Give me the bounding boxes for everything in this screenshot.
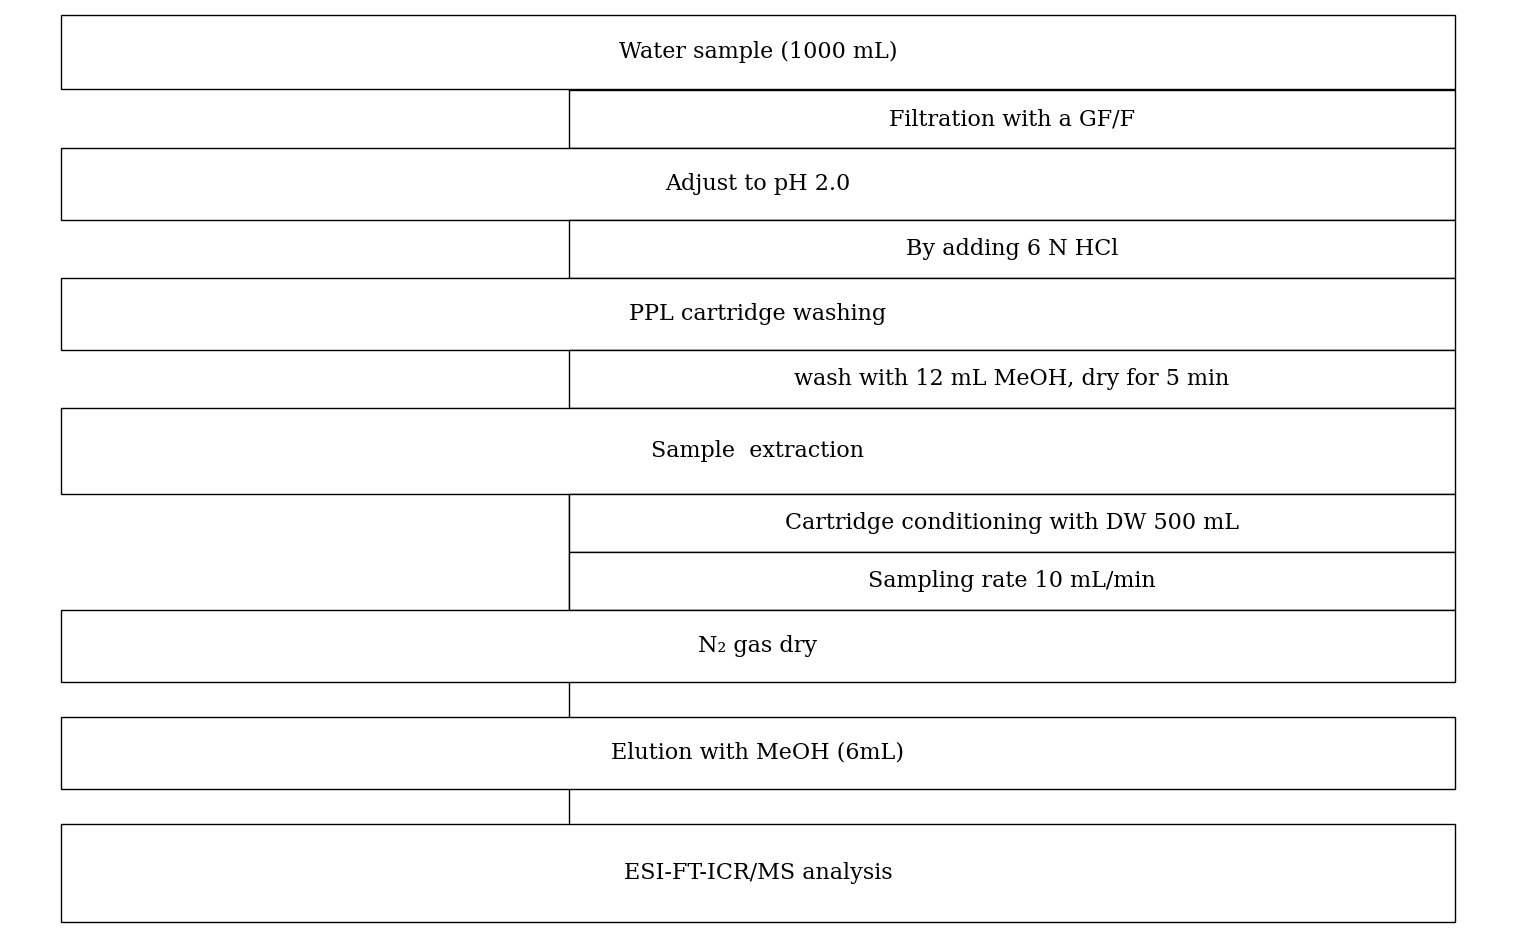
Text: By adding 6 N HCl: By adding 6 N HCl	[905, 238, 1119, 260]
Bar	[568, 552, 1455, 610]
Text: Water sample (1000 mL): Water sample (1000 mL)	[619, 41, 897, 63]
Text: Filtration with a GF/F: Filtration with a GF/F	[888, 108, 1135, 130]
Bar	[568, 220, 1455, 278]
Text: Elution with MeOH (6mL): Elution with MeOH (6mL)	[611, 742, 905, 764]
Bar	[61, 15, 1455, 89]
Text: wash with 12 mL MeOH, dry for 5 min: wash with 12 mL MeOH, dry for 5 min	[794, 368, 1229, 390]
Text: PPL cartridge washing: PPL cartridge washing	[629, 303, 887, 325]
Text: N₂ gas dry: N₂ gas dry	[699, 635, 817, 657]
Bar	[61, 717, 1455, 789]
Bar	[568, 494, 1455, 552]
Text: Sample  extraction: Sample extraction	[652, 440, 864, 462]
Bar	[568, 350, 1455, 408]
Text: Sampling rate 10 mL/min: Sampling rate 10 mL/min	[869, 570, 1155, 592]
Bar	[568, 90, 1455, 148]
Text: Cartridge conditioning with DW 500 mL: Cartridge conditioning with DW 500 mL	[785, 512, 1239, 534]
Bar	[61, 824, 1455, 922]
Text: Adjust to pH 2.0: Adjust to pH 2.0	[666, 173, 850, 195]
Text: ESI-FT-ICR/MS analysis: ESI-FT-ICR/MS analysis	[623, 862, 893, 884]
Bar	[61, 408, 1455, 494]
Bar	[61, 148, 1455, 220]
Bar	[61, 278, 1455, 350]
Bar	[61, 610, 1455, 682]
